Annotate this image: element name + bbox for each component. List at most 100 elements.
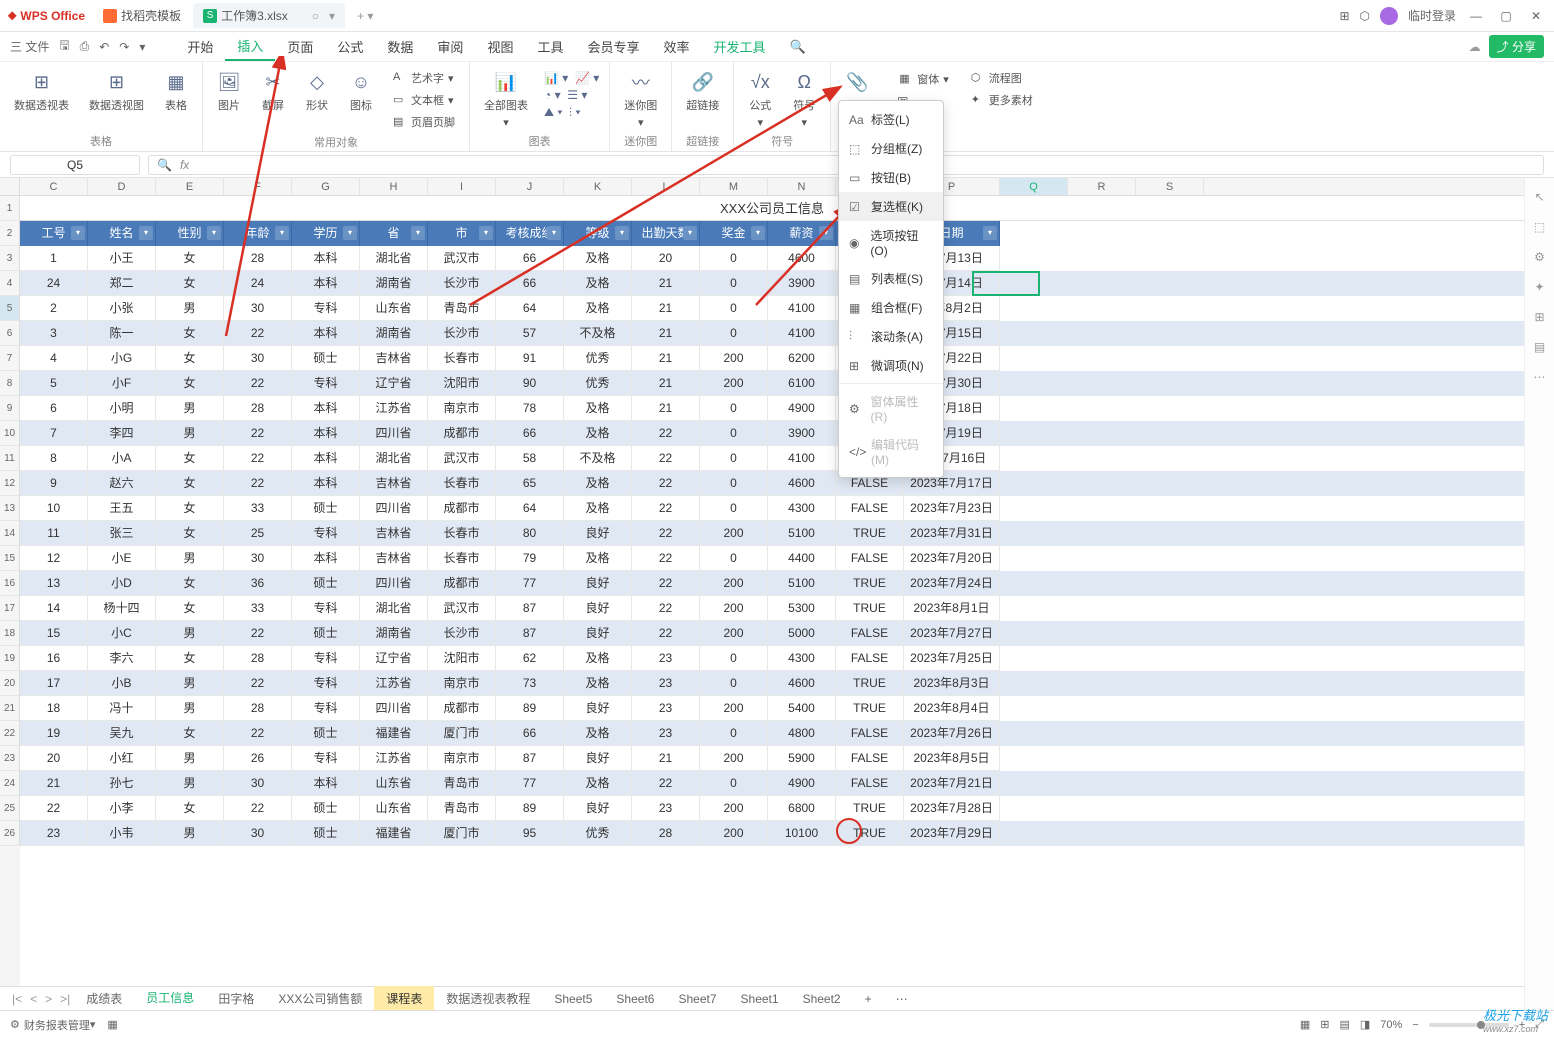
table-cell[interactable]: 22: [632, 546, 700, 571]
table-cell[interactable]: 20: [632, 246, 700, 271]
sheet-tab[interactable]: XXX公司销售额: [266, 986, 374, 1011]
table-cell[interactable]: 21: [632, 271, 700, 296]
table-cell[interactable]: 本科: [292, 471, 360, 496]
header-footer-button[interactable]: ▤页眉页脚: [389, 112, 459, 132]
table-cell[interactable]: 200: [700, 371, 768, 396]
table-cell[interactable]: 硕士: [292, 496, 360, 521]
column-header[interactable]: J: [496, 178, 564, 195]
table-cell[interactable]: 湖南省: [360, 271, 428, 296]
table-cell[interactable]: 3900: [768, 271, 836, 296]
table-cell[interactable]: 厦门市: [428, 721, 496, 746]
sparkline-button[interactable]: 〰迷你图 ▾: [620, 68, 661, 131]
table-cell[interactable]: 不及格: [564, 321, 632, 346]
row-header[interactable]: 21: [0, 696, 20, 721]
table-cell[interactable]: TRUE: [836, 696, 904, 721]
table-cell[interactable]: 武汉市: [428, 246, 496, 271]
table-cell[interactable]: 64: [496, 296, 564, 321]
row-header[interactable]: 18: [0, 621, 20, 646]
table-cell[interactable]: 山东省: [360, 296, 428, 321]
table-cell[interactable]: 本科: [292, 321, 360, 346]
table-cell[interactable]: 90: [496, 371, 564, 396]
table-cell[interactable]: 女: [156, 596, 224, 621]
sheet-tab[interactable]: 田字格: [206, 986, 266, 1011]
table-cell[interactable]: 及格: [564, 421, 632, 446]
table-cell[interactable]: 200: [700, 571, 768, 596]
sheet-nav-prev[interactable]: <: [26, 992, 41, 1006]
table-cell[interactable]: 25: [224, 521, 292, 546]
table-cell[interactable]: TRUE: [836, 571, 904, 596]
row-header[interactable]: 17: [0, 596, 20, 621]
table-cell[interactable]: 22: [632, 421, 700, 446]
picture-button[interactable]: 🖼图片: [213, 68, 245, 115]
table-header-cell[interactable]: 工号▾: [20, 221, 88, 246]
table-cell[interactable]: 江苏省: [360, 396, 428, 421]
table-cell[interactable]: 女: [156, 521, 224, 546]
table-cell[interactable]: 21: [20, 771, 88, 796]
table-cell[interactable]: 10: [20, 496, 88, 521]
column-header[interactable]: H: [360, 178, 428, 195]
table-cell[interactable]: 女: [156, 371, 224, 396]
shapes-button[interactable]: ◇形状: [301, 68, 333, 115]
table-cell[interactable]: 女: [156, 446, 224, 471]
table-cell[interactable]: 24: [20, 271, 88, 296]
table-cell[interactable]: 专科: [292, 596, 360, 621]
table-cell[interactable]: 28: [224, 646, 292, 671]
menu-dev[interactable]: 开发工具: [702, 33, 778, 60]
table-cell[interactable]: 2023年8月3日: [904, 671, 1000, 696]
table-cell[interactable]: 0: [700, 496, 768, 521]
table-cell[interactable]: 女: [156, 271, 224, 296]
new-tab[interactable]: + ▾: [347, 5, 383, 27]
table-cell[interactable]: 91: [496, 346, 564, 371]
table-cell[interactable]: 22: [224, 721, 292, 746]
table-cell[interactable]: 22: [632, 496, 700, 521]
table-cell[interactable]: 小F: [88, 371, 156, 396]
column-header[interactable]: I: [428, 178, 496, 195]
table-cell[interactable]: 22: [224, 421, 292, 446]
row-header[interactable]: 13: [0, 496, 20, 521]
table-cell[interactable]: 长沙市: [428, 271, 496, 296]
table-cell[interactable]: 4600: [768, 671, 836, 696]
table-cell[interactable]: 湖北省: [360, 596, 428, 621]
table-button[interactable]: ▦表格: [160, 68, 192, 115]
table-cell[interactable]: 66: [496, 246, 564, 271]
table-cell[interactable]: FALSE: [836, 746, 904, 771]
table-header-cell[interactable]: 考核成绩▾: [496, 221, 564, 246]
table-cell[interactable]: 男: [156, 746, 224, 771]
table-cell[interactable]: 9: [20, 471, 88, 496]
table-cell[interactable]: 山东省: [360, 796, 428, 821]
table-cell[interactable]: 厦门市: [428, 821, 496, 846]
table-cell[interactable]: 22: [224, 621, 292, 646]
cube-icon[interactable]: ⊞: [1339, 9, 1349, 23]
save-icon[interactable]: 🖫: [59, 36, 69, 57]
table-cell[interactable]: 66: [496, 421, 564, 446]
table-header-cell[interactable]: 省▾: [360, 221, 428, 246]
table-cell[interactable]: 26: [224, 746, 292, 771]
table-cell[interactable]: 28: [224, 396, 292, 421]
table-cell[interactable]: 成都市: [428, 696, 496, 721]
wordart-button[interactable]: A艺术字 ▾: [389, 68, 459, 88]
table-cell[interactable]: 李四: [88, 421, 156, 446]
table-cell[interactable]: 11: [20, 521, 88, 546]
dropdown-item[interactable]: ⬚分组框(Z): [839, 134, 943, 163]
table-cell[interactable]: 21: [632, 396, 700, 421]
table-cell[interactable]: 小B: [88, 671, 156, 696]
table-cell[interactable]: 22: [224, 796, 292, 821]
table-cell[interactable]: 21: [632, 746, 700, 771]
table-cell[interactable]: 1: [20, 246, 88, 271]
table-cell[interactable]: 长春市: [428, 546, 496, 571]
table-cell[interactable]: 200: [700, 821, 768, 846]
menu-start[interactable]: 开始: [175, 33, 225, 60]
table-cell[interactable]: 男: [156, 696, 224, 721]
table-cell[interactable]: 22: [224, 446, 292, 471]
table-cell[interactable]: 优秀: [564, 371, 632, 396]
table-cell[interactable]: 江苏省: [360, 671, 428, 696]
icons-button[interactable]: ☺图标: [345, 68, 377, 115]
sheet-tab[interactable]: 成绩表: [74, 986, 134, 1011]
table-cell[interactable]: 4100: [768, 321, 836, 346]
row-header[interactable]: 1: [0, 196, 20, 221]
table-cell[interactable]: 16: [20, 646, 88, 671]
table-cell[interactable]: 77: [496, 771, 564, 796]
table-cell[interactable]: 22: [632, 621, 700, 646]
dropdown-item[interactable]: Aa标签(L): [839, 105, 943, 134]
table-cell[interactable]: 福建省: [360, 721, 428, 746]
